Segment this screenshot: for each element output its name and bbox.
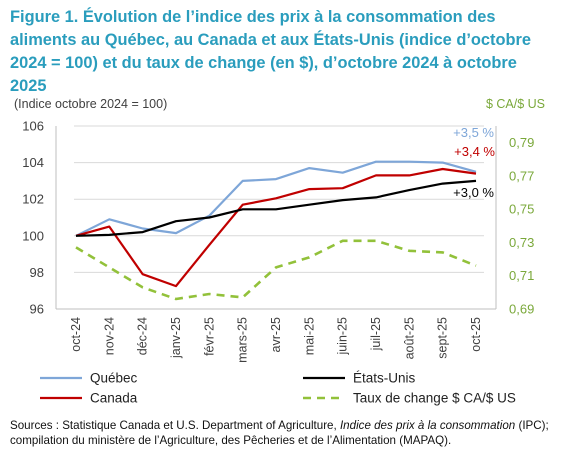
- y-left-tick-label: 102: [22, 192, 44, 207]
- y-right-tick-label: 0,79: [509, 135, 534, 150]
- x-tick-label: avr-25: [269, 317, 283, 352]
- sources-suffix: (IPC); compilation du ministère de l’Agr…: [10, 419, 549, 447]
- chart-title: Figure 1. Évolution de l’indice des prix…: [10, 8, 531, 95]
- series-line-canada: [75, 167, 477, 288]
- tick-labels: (Indice octobre 2024 = 100) $ CA/$ US 96 98…: [14, 97, 545, 363]
- sources-prefix: Sources : Statistique Canada et U.S. Dep…: [10, 419, 340, 432]
- series-lines: [75, 160, 477, 301]
- annotation-label: +3,5 %: [453, 125, 494, 140]
- axes: [55, 126, 497, 310]
- legend-label: États-Unis: [353, 371, 416, 386]
- series-line-taux-de-change-ca-us: [75, 239, 477, 301]
- y-right-tick-label: 0,75: [509, 202, 534, 217]
- annotation-label: +3,4 %: [454, 144, 495, 159]
- y-right-tick-label: 0,77: [509, 168, 534, 183]
- x-tick-label: janv-25: [169, 317, 183, 359]
- x-tick-label: juin-25: [336, 317, 350, 356]
- y-left-tick-label: 104: [22, 155, 44, 170]
- annotations: +3,5 % +3,4 % +3,0 %: [453, 125, 495, 200]
- x-tick-label: mars-25: [236, 317, 250, 363]
- series-line--tats-unis: [75, 179, 477, 237]
- y-right-tick-label: 0,69: [509, 302, 534, 317]
- sources-italic: Indice des prix à la consommation: [339, 419, 516, 432]
- left-axis-title: (Indice octobre 2024 = 100): [14, 97, 167, 111]
- x-tick-label: déc-24: [136, 317, 150, 355]
- y-right-tick-label: 0,71: [509, 268, 534, 283]
- legend-label: Québec: [90, 371, 138, 386]
- y-right-tick-label: 0,73: [509, 235, 534, 250]
- series-line-qu-bec: [75, 160, 477, 237]
- x-tick-label: févr-25: [202, 317, 216, 356]
- legend-label: Taux de change $ CA/$ US: [353, 391, 516, 406]
- y-left-tick-label: 98: [30, 265, 44, 280]
- y-left-tick-label: 100: [22, 228, 44, 243]
- y-left-tick-label: 96: [30, 302, 44, 317]
- sources-note: Sources : Statistique Canada et U.S. Dep…: [10, 418, 555, 448]
- x-tick-label: nov-24: [102, 317, 116, 355]
- x-tick-label: mai-25: [302, 317, 316, 355]
- grid-lines: [74, 125, 484, 310]
- legend: Québec États-Unis Canada Taux de change $ C…: [40, 371, 516, 406]
- legend-label: Canada: [90, 391, 138, 406]
- x-tick-label: oct-24: [69, 317, 83, 352]
- right-axis-title: $ CA/$ US: [486, 97, 545, 111]
- x-tick-label: oct-25: [469, 317, 483, 352]
- x-tick-label: sept-25: [436, 317, 450, 359]
- y-left-tick-label: 106: [22, 119, 44, 134]
- annotation-label: +3,0 %: [453, 185, 494, 200]
- x-tick-label: août-25: [402, 317, 416, 359]
- x-tick-label: juil-25: [369, 317, 383, 351]
